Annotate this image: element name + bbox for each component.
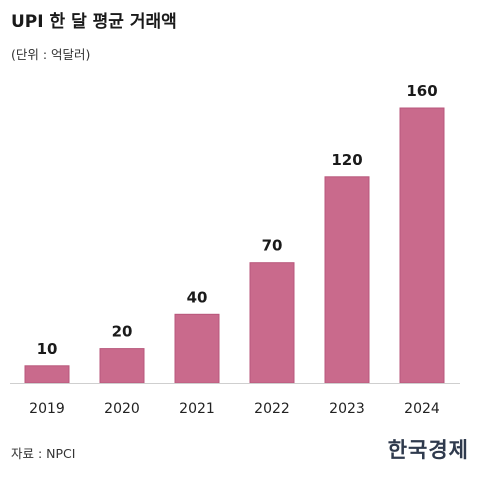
data-label-2024: 160 <box>406 82 437 100</box>
chart-title: UPI 한 달 평균 거래액 <box>11 12 177 32</box>
data-label-2020: 20 <box>112 323 133 341</box>
data-label-2019: 10 <box>37 340 58 358</box>
x-tick-label-2024: 2024 <box>404 401 440 417</box>
bar-2023 <box>324 176 370 384</box>
data-label-2021: 40 <box>187 288 208 306</box>
bar-2021 <box>174 313 220 384</box>
bar-2019 <box>24 365 70 384</box>
x-tick-label-2019: 2019 <box>29 401 65 417</box>
x-tick-label-2023: 2023 <box>329 401 365 417</box>
bar-2022 <box>249 262 295 384</box>
bar-2020 <box>99 348 145 384</box>
x-tick-label-2020: 2020 <box>104 401 140 417</box>
hankyung-logo: 한국경제 <box>387 437 469 462</box>
x-tick-label-2022: 2022 <box>254 401 290 417</box>
data-label-2022: 70 <box>262 237 283 255</box>
data-label-2023: 120 <box>331 151 362 169</box>
bar-2024 <box>399 107 445 384</box>
x-tick-label-2021: 2021 <box>179 401 215 417</box>
source-label: 자료 : NPCI <box>11 446 76 461</box>
unit-label: (단위 : 억달러) <box>11 47 91 62</box>
